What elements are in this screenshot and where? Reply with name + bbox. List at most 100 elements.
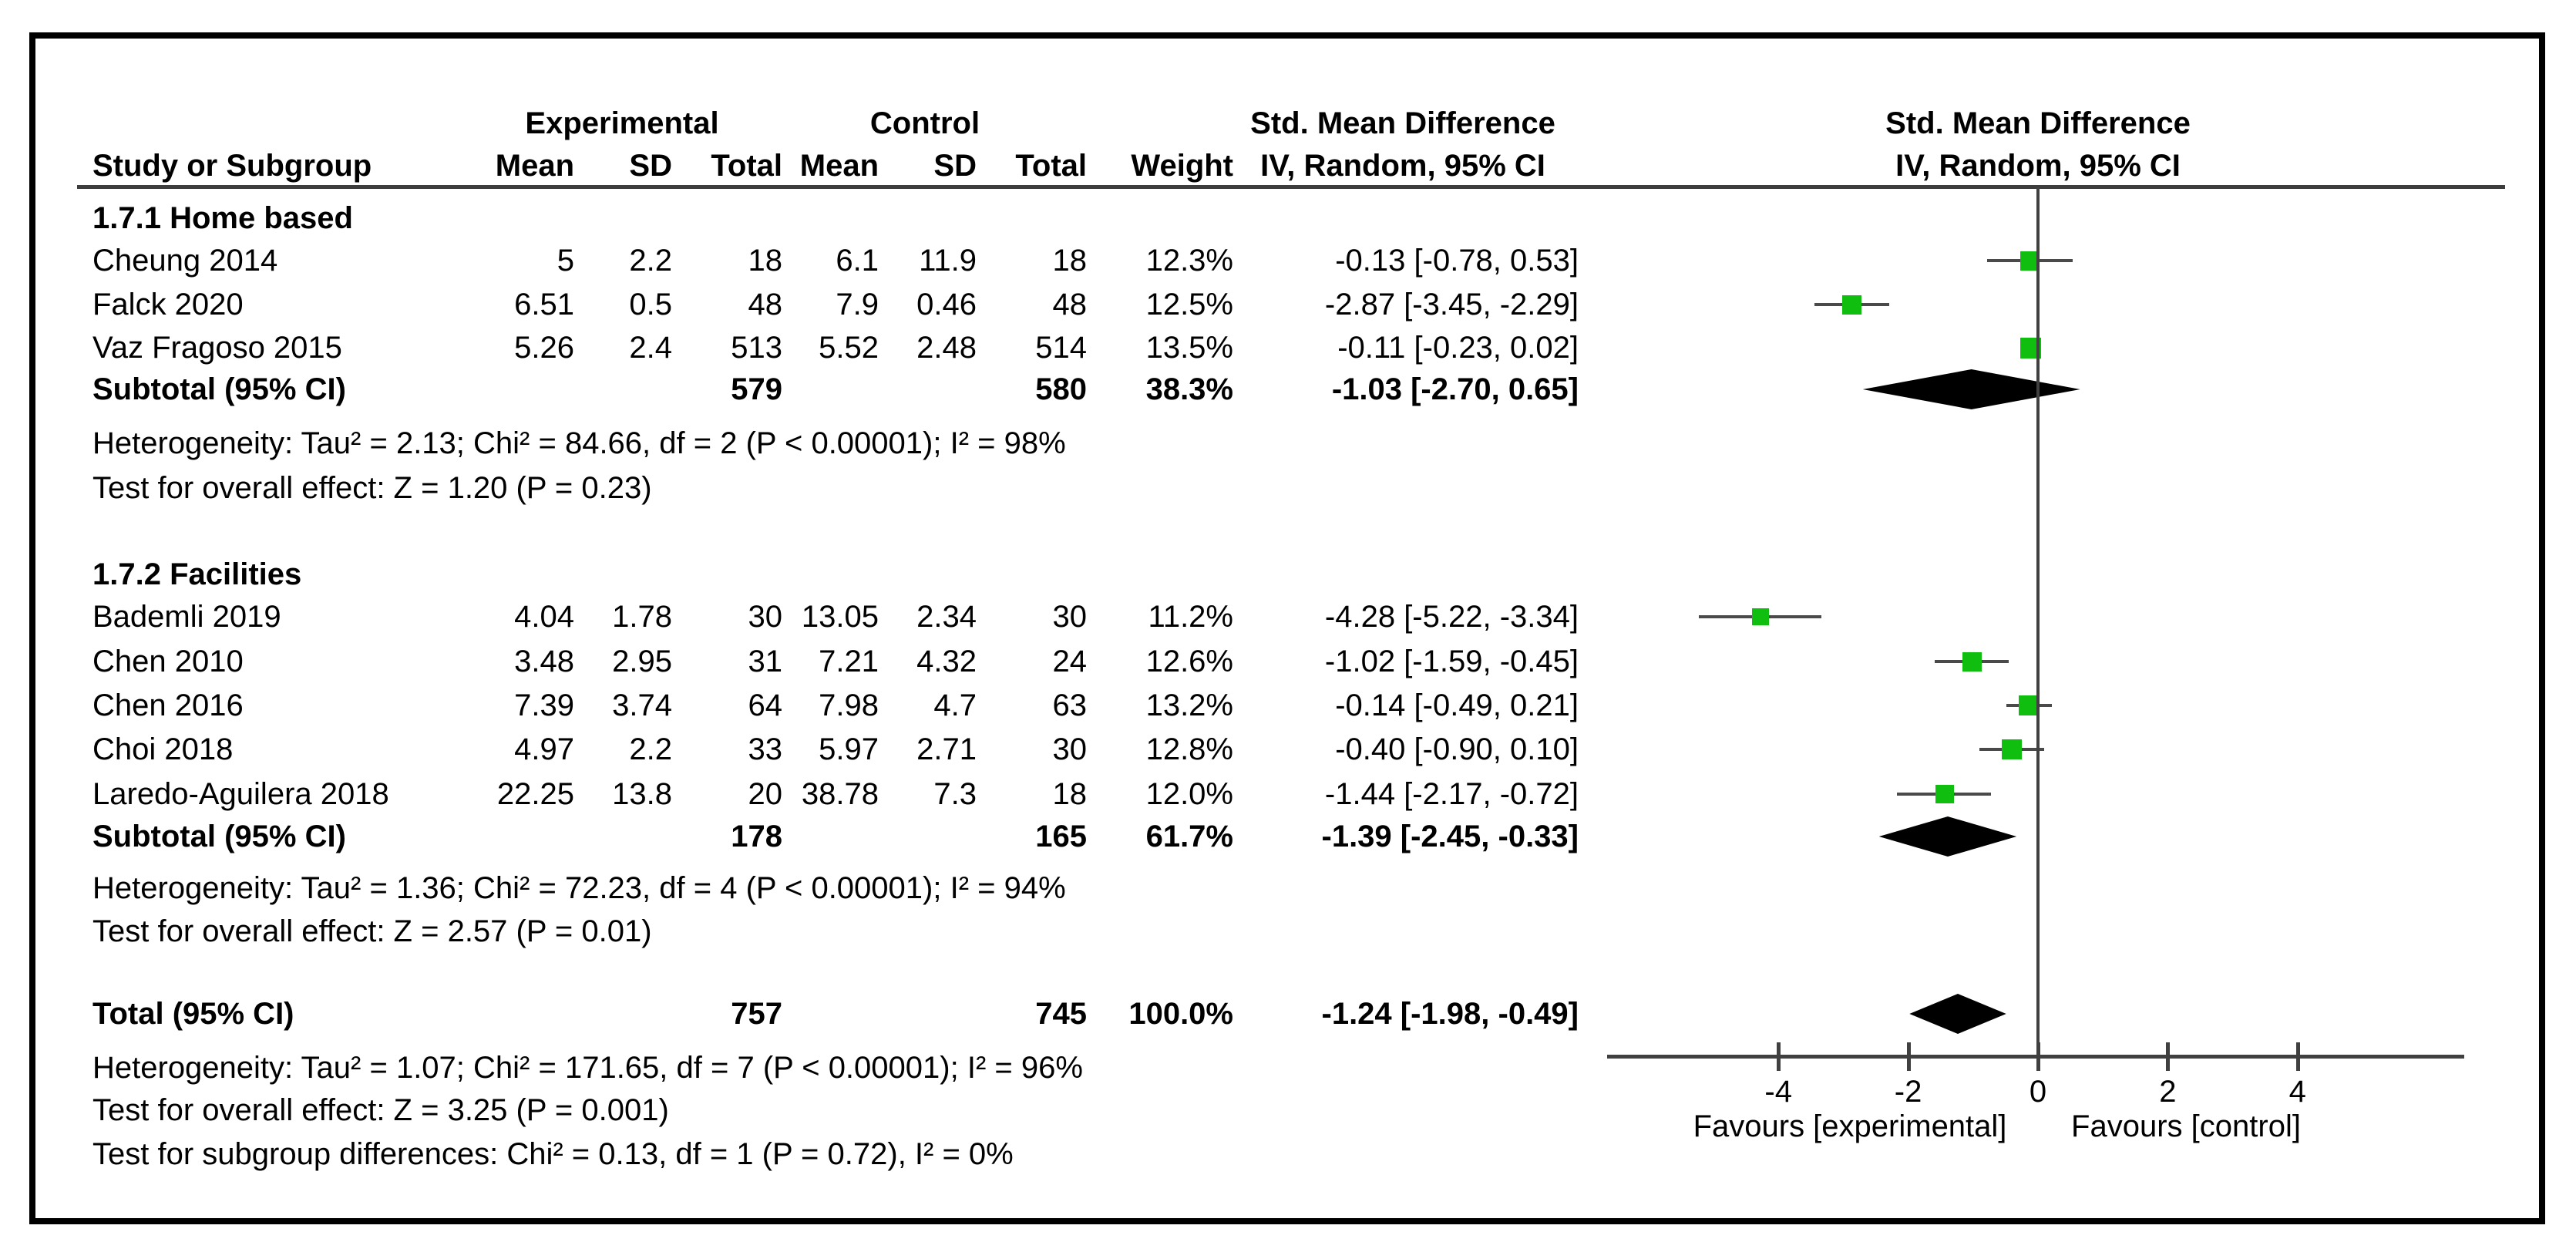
study-name: Chen 2016 (92, 688, 244, 722)
study-row: Laredo-Aguilera 2018 22.25 13.8 20 38.78 7.3 1… (0, 773, 2576, 816)
header-exp-mean: Mean (495, 149, 574, 183)
ctrl-total-cell: 30 (1052, 600, 1088, 634)
total-heterogeneity-line: Heterogeneity: Tau² = 1.07; Chi² = 171.6… (0, 1046, 2576, 1090)
weight-cell: 61.7% (1145, 820, 1233, 853)
ctrl-mean-cell: 13.05 (801, 600, 879, 634)
exp-total-cell: 64 (748, 688, 783, 722)
exp-mean-cell: 6.51 (514, 288, 574, 321)
ctrl-sd-cell: 4.32 (916, 645, 977, 678)
header-exp-sd: SD (629, 149, 672, 183)
weight-cell: 100.0% (1128, 997, 1233, 1031)
header-method-table: IV, Random, 95% CI (1260, 149, 1545, 183)
header-exp-total: Total (711, 149, 782, 183)
exp-mean-cell: 4.04 (514, 600, 574, 634)
exp-total-cell: 30 (748, 600, 783, 634)
weight-cell: 13.5% (1145, 331, 1233, 365)
axis-tick-label: 2 (2159, 1075, 2177, 1109)
axis-tick (1777, 1042, 1781, 1071)
axis-tick (1906, 1042, 1911, 1071)
total-heterogeneity-line-text: Heterogeneity: Tau² = 1.07; Chi² = 171.6… (92, 1051, 1083, 1085)
overall-effect-line-text: Test for overall effect: Z = 2.57 (P = 0… (92, 914, 652, 948)
ci-estimate-cell: -1.44 [-2.17, -0.72] (1324, 777, 1579, 811)
ctrl-mean-cell: 7.98 (819, 688, 879, 722)
ctrl-total-cell: 18 (1052, 244, 1088, 278)
subgroup-label: 1.7.2 Facilities (92, 557, 302, 591)
subgroup-header-row: 1.7.2 Facilities (0, 553, 2576, 597)
study-name: Chen 2010 (92, 645, 244, 678)
header-ctrl-total: Total (1015, 149, 1087, 183)
exp-total-cell: 20 (748, 777, 783, 811)
favours-control-label: Favours [control] (2071, 1109, 2301, 1143)
weight-cell: 12.0% (1145, 777, 1233, 811)
weight-cell: 12.8% (1145, 732, 1233, 766)
exp-sd-cell: 0.5 (629, 288, 672, 321)
study-name: Falck 2020 (92, 288, 244, 321)
ci-estimate-cell: -1.02 [-1.59, -0.45] (1324, 645, 1579, 678)
ci-estimate-cell: -1.03 [-2.70, 0.65] (1331, 372, 1579, 406)
ci-estimate-cell: -0.14 [-0.49, 0.21] (1335, 688, 1579, 722)
header-smd-table: Std. Mean Difference (1250, 106, 1555, 140)
axis-tick (2295, 1042, 2300, 1071)
exp-mean-cell: 5.26 (514, 331, 574, 365)
exp-mean-cell: 4.97 (514, 732, 574, 766)
heterogeneity-line-text: Heterogeneity: Tau² = 1.36; Chi² = 72.23… (92, 871, 1066, 905)
exp-total-cell: 31 (748, 645, 783, 678)
effect-square (2019, 251, 2040, 271)
header-study-or-subgroup: Study or Subgroup (92, 149, 372, 183)
exp-mean-cell: 3.48 (514, 645, 574, 678)
header-ctrl-mean: Mean (799, 149, 879, 183)
study-row: Vaz Fragoso 2015 5.26 2.4 513 5.52 2.48 514 13.… (0, 326, 2576, 370)
ctrl-sd-cell: 11.9 (919, 244, 977, 278)
heterogeneity-line: Heterogeneity: Tau² = 1.36; Chi² = 72.23… (0, 867, 2576, 911)
study-name: Laredo-Aguilera 2018 (92, 777, 389, 811)
study-row: Falck 2020 6.51 0.5 48 7.9 0.46 48 12.5% -2.87 [… (0, 283, 2576, 327)
exp-total-cell: 48 (748, 288, 783, 321)
ctrl-total-cell: 580 (1035, 372, 1087, 406)
effect-square (1935, 785, 1954, 803)
effect-square (1841, 295, 1861, 315)
study-row: Bademli 2019 4.04 1.78 30 13.05 2.34 30 11.2% -4… (0, 595, 2576, 639)
header-underline (77, 185, 2505, 189)
study-name: Choi 2018 (92, 732, 234, 766)
overall-effect-line-text: Test for overall effect: Z = 1.20 (P = 0… (92, 471, 652, 505)
figure-frame (29, 32, 2545, 1224)
exp-mean-cell: 7.39 (514, 688, 574, 722)
ci-estimate-cell: -0.40 [-0.90, 0.10] (1335, 732, 1579, 766)
ctrl-sd-cell: 7.3 (933, 777, 977, 811)
study-name: Subtotal (95% CI) (92, 372, 346, 406)
total-overall-effect-line-text: Test for overall effect: Z = 3.25 (P = 0… (92, 1093, 669, 1127)
ctrl-sd-cell: 0.46 (916, 288, 977, 321)
study-row: Choi 2018 4.97 2.2 33 5.97 2.71 30 12.8% -0.40 [… (0, 728, 2576, 772)
ctrl-mean-cell: 5.97 (819, 732, 879, 766)
zero-line (2036, 187, 2040, 1055)
ctrl-total-cell: 24 (1052, 645, 1088, 678)
exp-sd-cell: 2.4 (629, 331, 672, 365)
effect-square (2002, 739, 2023, 759)
axis-tick-label: -2 (1894, 1075, 1922, 1109)
subgroup-differences-line-text: Test for subgroup differences: Chi² = 0.… (92, 1137, 1014, 1171)
subtotal-row: Subtotal (95% CI) 579 580 38.3% -1.03 [-2.70… (0, 368, 2576, 412)
exp-sd-cell: 2.95 (612, 645, 672, 678)
ctrl-mean-cell: 5.52 (819, 331, 879, 365)
ctrl-total-cell: 63 (1052, 688, 1088, 722)
study-name: Bademli 2019 (92, 600, 281, 634)
ctrl-mean-cell: 7.21 (819, 645, 879, 678)
ctrl-total-cell: 745 (1035, 997, 1087, 1031)
weight-cell: 12.5% (1145, 288, 1233, 321)
exp-sd-cell: 13.8 (612, 777, 672, 811)
study-name: Vaz Fragoso 2015 (92, 331, 342, 365)
subtotal-row: Subtotal (95% CI) 178 165 61.7% -1.39 [-2.45… (0, 815, 2576, 859)
ctrl-total-cell: 18 (1052, 777, 1088, 811)
ci-estimate-cell: -1.39 [-2.45, -0.33] (1321, 820, 1579, 853)
ctrl-sd-cell: 4.7 (933, 688, 977, 722)
favours-experimental-label: Favours [experimental] (1693, 1109, 2007, 1143)
subgroup-differences-line: Test for subgroup differences: Chi² = 0.… (0, 1133, 2576, 1177)
study-name: Total (95% CI) (92, 997, 294, 1031)
exp-total-cell: 33 (748, 732, 783, 766)
axis-tick (2166, 1042, 2171, 1071)
x-axis (1607, 1055, 2464, 1059)
exp-total-cell: 18 (748, 244, 783, 278)
exp-mean-cell: 22.25 (496, 777, 574, 811)
axis-tick-label: 4 (2288, 1075, 2306, 1109)
